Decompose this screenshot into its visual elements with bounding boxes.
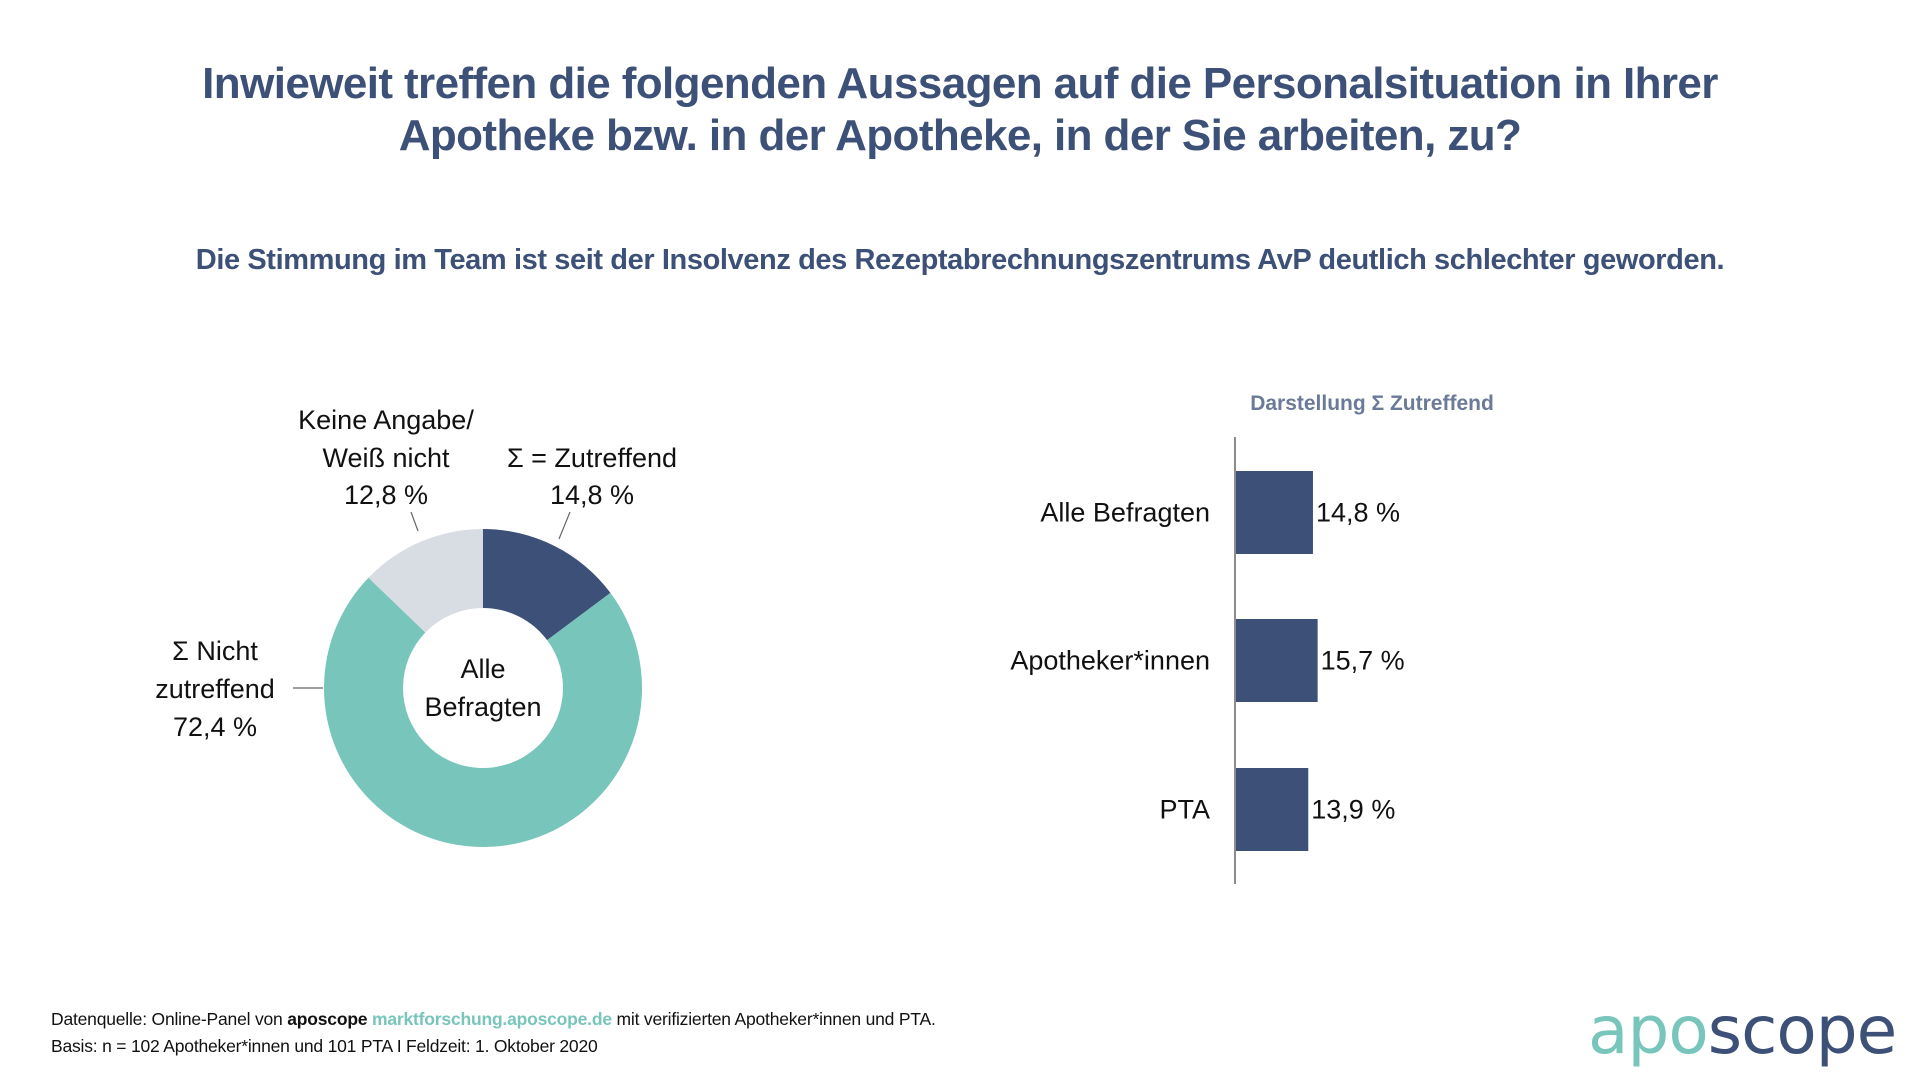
donut-chart: Alle Befragten Σ = Zutreffend 14,8 % Σ Nicht… [155,405,677,847]
bar-chart: Darstellung Σ Zutreffend Alle Befragten 14… [1010,392,1494,884]
donut-slice [483,529,611,641]
donut-slice-label: 12,8 % [344,480,428,510]
bar-value-label: 15,7 % [1321,646,1405,676]
donut-slice [368,529,483,633]
title-line-2: Apotheke bzw. in der Apotheke, in der Si… [398,111,1522,160]
leader-line [410,511,419,532]
footer-brand: aposcope [287,1009,368,1029]
donut-slice-label: Σ Nicht [172,636,258,666]
donut-slice-label: zutreffend [155,674,275,704]
statement-subtitle: Die Stimmung im Team ist seit der Insolv… [195,244,1725,276]
title-line-1: Inwieweit treffen die folgenden Aussagen… [202,59,1718,108]
bar [1236,471,1313,554]
logo-scope: scope [1707,992,1898,1069]
donut-slice-label: Weiß nicht [322,443,450,473]
donut-center-label: Alle [460,654,505,684]
aposcope-logo: aposcope [1588,996,1897,1066]
donut-slice-label: 14,8 % [550,480,634,510]
logo-apo: apo [1588,992,1709,1069]
bar-category-label: Alle Befragten [1040,498,1210,528]
footer-line-1: Datenquelle: Online-Panel von aposcope m… [51,1006,936,1033]
bar-chart-title: Darstellung Σ Zutreffend [1250,392,1494,415]
footer-suffix: mit verifizierten Apotheker*innen und PT… [611,1009,936,1029]
donut-slice [324,577,642,847]
bar-category-label: Apotheker*innen [1010,646,1210,676]
footer-prefix: Datenquelle: Online-Panel von [51,1009,288,1029]
bar [1236,619,1318,702]
donut-slice-label: 72,4 % [173,712,257,742]
page-title: Inwieweit treffen die folgenden Aussagen… [0,58,1920,162]
donut-slice-label: Keine Angabe/ [298,405,474,435]
donut-slice-label: Σ = Zutreffend [507,443,677,473]
footer-line-2: Basis: n = 102 Apotheker*innen und 101 P… [51,1036,598,1056]
footer-source: Datenquelle: Online-Panel von aposcope m… [51,1006,936,1060]
bar-value-label: 14,8 % [1316,498,1400,528]
footer-link[interactable]: marktforschung.aposcope.de [372,1009,612,1029]
bar [1236,768,1309,851]
donut-center-label: Befragten [424,692,541,722]
bar-value-label: 13,9 % [1311,795,1395,825]
leader-line [558,511,571,540]
bar-category-label: PTA [1159,795,1210,825]
